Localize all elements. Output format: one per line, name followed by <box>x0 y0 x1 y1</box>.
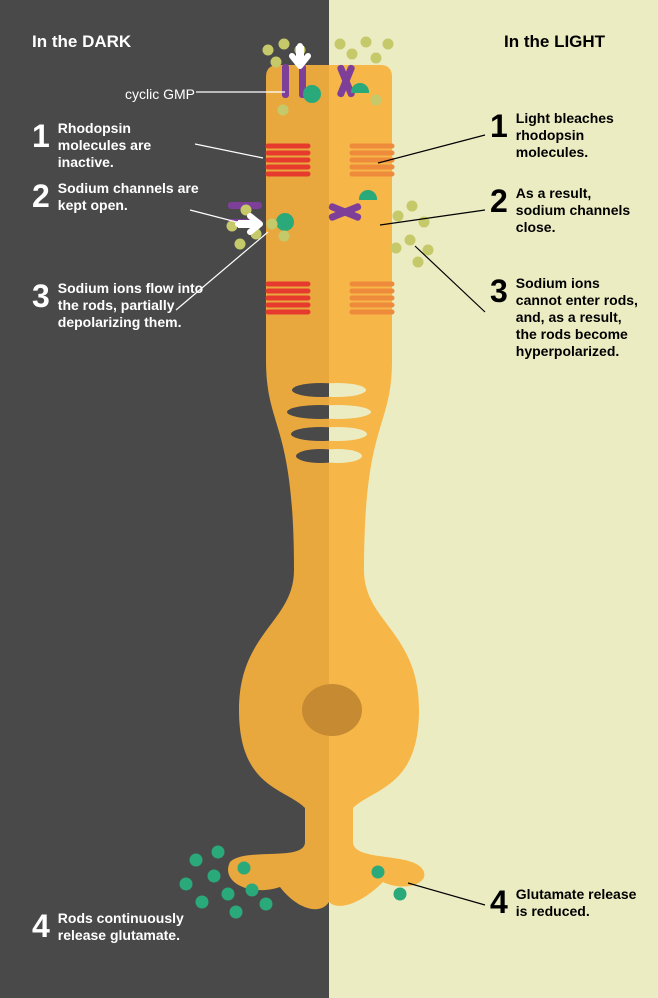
step: 1Light bleaches rhodopsin molecules. <box>490 110 640 161</box>
step-number: 3 <box>32 280 50 331</box>
step: 2Sodium channels are kept open. <box>32 180 202 214</box>
step: 3Sodium ions flow into the rods, partial… <box>32 280 212 331</box>
step-text: Glutamate release is reduced. <box>516 886 640 920</box>
step-number: 4 <box>32 910 50 944</box>
diagram-canvas: In the DARK In the LIGHT cyclic GMP 1Rho… <box>0 0 658 998</box>
step: 4Rods continuously release glutamate. <box>32 910 202 944</box>
step-text: Sodium ions flow into the rods, partiall… <box>58 280 212 331</box>
step-number: 2 <box>490 185 508 236</box>
step-text: Sodium channels are kept open. <box>58 180 202 214</box>
step-text: As a result, sodium channels close. <box>516 185 640 236</box>
step-number: 3 <box>490 275 508 360</box>
step: 4Glutamate release is reduced. <box>490 886 640 920</box>
step-number: 4 <box>490 886 508 920</box>
step-number: 1 <box>490 110 508 161</box>
step: 3Sodium ions cannot enter rods, and, as … <box>490 275 640 360</box>
step-text: Sodium ions cannot enter rods, and, as a… <box>516 275 640 360</box>
step-number: 1 <box>32 120 50 171</box>
step: 2As a result, sodium channels close. <box>490 185 640 236</box>
step-number: 2 <box>32 180 50 214</box>
step-text: Light bleaches rhodopsin molecules. <box>516 110 640 161</box>
step-text: Rhodopsin molecules are inactive. <box>58 120 202 171</box>
step: 1Rhodopsin molecules are inactive. <box>32 120 202 171</box>
step-text: Rods continuously release glutamate. <box>58 910 202 944</box>
